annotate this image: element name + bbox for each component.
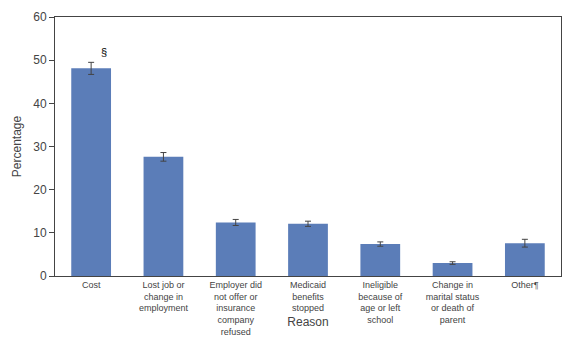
svg-text:Cost: Cost — [82, 280, 101, 290]
svg-text:20: 20 — [33, 183, 47, 197]
svg-text:Lost job orchange inemployment: Lost job orchange inemployment — [139, 280, 189, 313]
svg-text:Employer didnot offer orinsura: Employer didnot offer orinsurancecompany… — [209, 280, 262, 337]
svg-text:60: 60 — [33, 10, 47, 24]
svg-text:10: 10 — [33, 226, 47, 240]
svg-text:0: 0 — [40, 269, 47, 283]
svg-text:Ineligiblebecause ofage or lef: Ineligiblebecause ofage or leftschool — [358, 280, 403, 325]
svg-text:Percentage: Percentage — [10, 115, 24, 177]
svg-text:30: 30 — [33, 140, 47, 154]
svg-text:Other¶: Other¶ — [511, 280, 539, 290]
svg-text:40: 40 — [33, 97, 47, 111]
svg-text:Change inmarital statusor deat: Change inmarital statusor death ofparent — [426, 280, 480, 325]
svg-text:Reason: Reason — [287, 315, 328, 329]
svg-text:§: § — [101, 46, 107, 58]
svg-text:Medicaidbenefitsstopped: Medicaidbenefitsstopped — [290, 280, 326, 313]
svg-text:50: 50 — [33, 53, 47, 67]
